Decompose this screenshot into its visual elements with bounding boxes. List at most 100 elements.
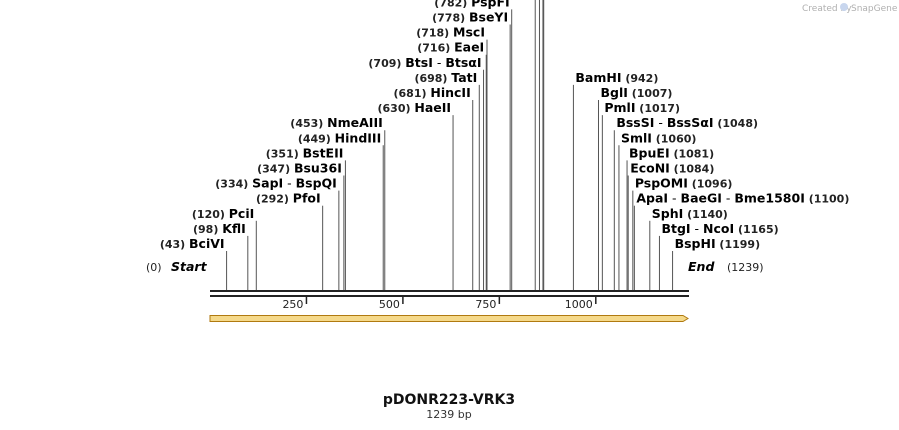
enzyme-name: EcoNI (630, 161, 670, 176)
site-label[interactable]: PmlI (1017) (604, 100, 680, 115)
enzyme-name: BtsI (405, 55, 433, 70)
enzyme-name: BseYI (469, 10, 508, 25)
enzyme-name: NmeAIII (327, 115, 383, 130)
site-label[interactable]: EcoNI (1084) (630, 161, 714, 176)
site-label[interactable]: SphI (1140) (652, 206, 728, 221)
site-label[interactable]: BamHI (942) (575, 70, 658, 85)
site-position: (698) (414, 72, 451, 85)
site-label[interactable]: SmlI (1060) (621, 130, 696, 145)
feature-arrow[interactable] (209, 315, 689, 322)
site-label[interactable]: (716) EaeI (417, 40, 484, 55)
site-position: (1084) (670, 163, 715, 176)
enzyme-name: HincII (430, 85, 470, 100)
site-label[interactable]: (630) HaeII (378, 100, 452, 115)
site-position: (1007) (628, 87, 673, 100)
enzyme-name: PfoI (293, 191, 321, 206)
site-position: (1140) (683, 208, 728, 221)
site-position: (449) (298, 132, 335, 145)
enzyme-name: HindIII (335, 130, 382, 145)
enzyme-name: SapI (252, 176, 283, 191)
enzyme-name: BssSI (616, 115, 654, 130)
site-position: (1165) (734, 223, 779, 236)
enzyme-name: TatI (451, 70, 477, 85)
site-label[interactable]: (453) NmeAIII (290, 115, 382, 130)
site-label[interactable]: (782) PspFI (434, 0, 509, 9)
enzyme-name: SmlI (621, 130, 652, 145)
tick-label: 750 (475, 298, 496, 311)
enzyme-name: PspOMI (635, 176, 688, 191)
enzyme-name: ApaI (636, 191, 668, 206)
enzyme-name: KflI (222, 221, 246, 236)
site-position: (630) (378, 102, 415, 115)
site-label[interactable]: (698) TatI (414, 70, 477, 85)
site-separator: - (433, 55, 445, 70)
site-position: (716) (417, 42, 454, 55)
enzyme-name: BciVI (189, 236, 225, 251)
snapgene-logo-icon (840, 3, 848, 11)
site-label[interactable]: ApaI - BaeGI - Bme1580I (1100) (636, 191, 849, 206)
site-label[interactable]: BpuEI (1081) (629, 145, 714, 160)
site-label[interactable]: BtgI - NcoI (1165) (661, 221, 778, 236)
site-separator: - (668, 191, 680, 206)
site-position: (778) (432, 12, 469, 25)
backbone-bottom (210, 295, 689, 297)
site-label[interactable]: BssSI - BssSαI (1048) (616, 115, 758, 130)
ruler-ticks: 250 500 750 1000 (282, 297, 597, 311)
enzyme-name: MscI (453, 25, 485, 40)
site-position: (718) (416, 27, 453, 40)
site-position: (1199) (716, 238, 761, 251)
enzyme-name: EaeI (454, 40, 484, 55)
site-label[interactable]: BspHI (1199) (675, 236, 761, 251)
enzyme-name: Bme1580I (734, 191, 804, 206)
map-title: pDONR223-VRK3 (383, 392, 515, 408)
site-position: (120) (192, 208, 229, 221)
end-label: End (688, 259, 715, 274)
site-label[interactable]: BglI (1007) (600, 85, 672, 100)
site-separator: - (691, 221, 703, 236)
site-position: (1081) (670, 147, 715, 160)
enzyme-name: BspHI (675, 236, 716, 251)
enzyme-name: SphI (652, 206, 684, 221)
start-pos: (0) (146, 261, 162, 274)
site-position: (1060) (652, 132, 697, 145)
enzyme-name: NcoI (703, 221, 734, 236)
start-label: Start (171, 259, 208, 274)
enzyme-name: BamHI (575, 70, 621, 85)
site-label[interactable]: (98) KflI (193, 221, 246, 236)
tick-label: 1000 (565, 298, 593, 311)
site-label[interactable]: (120) PciI (192, 206, 254, 221)
credit-text: Created by (802, 4, 852, 14)
enzyme-name: BstEII (303, 145, 344, 160)
site-position: (351) (266, 147, 303, 160)
site-label[interactable]: (347) Bsu36I (257, 161, 342, 176)
tick-label: 500 (379, 298, 400, 311)
site-label[interactable]: (449) HindIII (298, 130, 381, 145)
tick-label: 250 (282, 298, 303, 311)
site-label[interactable]: (778) BseYI (432, 10, 508, 25)
site-position: (98) (193, 223, 222, 236)
site-separator: - (283, 176, 295, 191)
enzyme-name: BglI (600, 85, 627, 100)
site-label[interactable]: (709) BtsI - BtsαI (368, 55, 481, 70)
site-position: (782) (434, 0, 471, 9)
enzyme-name: BtgI (661, 221, 690, 236)
site-label[interactable]: PspOMI (1096) (635, 176, 733, 191)
site-separator: - (654, 115, 666, 130)
site-label[interactable]: (681) HincII (394, 85, 471, 100)
restriction-sites: (43) BciVI(98) KflI(120) PciI(292) PfoI(… (160, 0, 849, 290)
site-label[interactable]: (292) PfoI (256, 191, 321, 206)
enzyme-name: Bsu36I (294, 161, 342, 176)
site-position: (1048) (714, 117, 759, 130)
site-position: (1100) (805, 193, 850, 206)
site-label[interactable]: (351) BstEII (266, 145, 344, 160)
site-position: (681) (394, 87, 431, 100)
enzyme-name: BpuEI (629, 145, 670, 160)
site-label[interactable]: (718) MscI (416, 25, 485, 40)
site-position: (292) (256, 193, 293, 206)
site-position: (347) (257, 163, 294, 176)
enzyme-name: PciI (229, 206, 255, 221)
site-label[interactable]: (334) SapI - BspQI (215, 176, 337, 191)
site-label[interactable]: (43) BciVI (160, 236, 225, 251)
enzyme-name: BtsαI (445, 55, 481, 70)
